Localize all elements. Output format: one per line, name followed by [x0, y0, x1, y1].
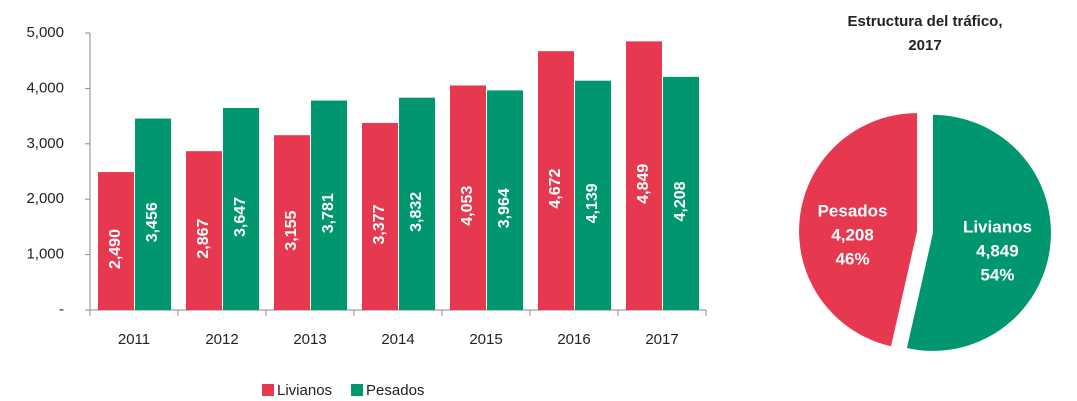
bar [98, 172, 134, 310]
bar [274, 135, 310, 310]
y-tick-label: - [59, 301, 64, 318]
pie-slice [906, 114, 1051, 351]
value-label: 3,964 [496, 188, 513, 228]
bar [135, 118, 171, 310]
bar [311, 100, 347, 311]
value-label: 4,139 [584, 183, 601, 223]
x-tick-label: 2012 [205, 331, 238, 348]
slice-name: Pesados [818, 201, 888, 220]
value-label: 3,456 [144, 202, 161, 242]
x-tick-label: 2016 [557, 331, 590, 348]
chart-title: Estructura del tráfico, 2017 [847, 13, 1002, 54]
y-tick-label: 3,000 [26, 135, 64, 152]
bar [626, 41, 662, 311]
x-tick-label: 2017 [645, 331, 678, 348]
bar [362, 122, 398, 310]
slice-name: Livianos [963, 218, 1032, 237]
bar [575, 80, 611, 310]
legend-label: Pesados [366, 382, 424, 399]
value-label: 3,832 [408, 192, 425, 232]
slice-value: 4,849 [976, 242, 1019, 261]
value-label: 3,781 [320, 193, 337, 233]
value-label: 3,647 [232, 197, 249, 237]
bar [538, 51, 574, 310]
x-tick-label: 2015 [469, 331, 502, 348]
x-tick-label: 2011 [118, 331, 150, 348]
value-label: 4,053 [459, 186, 476, 226]
x-tick-label: 2013 [293, 331, 326, 348]
bar [223, 107, 259, 310]
value-label: 3,155 [283, 210, 300, 250]
bar [399, 97, 435, 310]
value-label: 4,208 [672, 181, 689, 221]
slice-percent: 54% [980, 266, 1014, 285]
y-tick-label: 2,000 [26, 190, 64, 207]
bar [186, 151, 222, 310]
y-tick-label: 1,000 [26, 246, 64, 263]
y-tick-label: 4,000 [26, 79, 64, 96]
x-tick-label: 2014 [381, 331, 414, 348]
value-label: 4,849 [635, 164, 652, 204]
pie-slice [799, 113, 918, 347]
y-tick-label: 5,000 [26, 24, 64, 41]
bar [663, 76, 699, 310]
legend-swatch [351, 384, 364, 396]
value-label: 4,672 [547, 168, 564, 208]
value-label: 2,867 [195, 218, 212, 258]
legend-swatch [262, 384, 274, 396]
legend-label: Livianos [277, 382, 332, 399]
bar [487, 90, 523, 310]
bar [450, 85, 486, 310]
value-label: 3,377 [371, 204, 388, 244]
value-label: 2,490 [107, 229, 124, 269]
slice-percent: 46% [836, 249, 870, 268]
slice-value: 4,208 [831, 225, 874, 244]
